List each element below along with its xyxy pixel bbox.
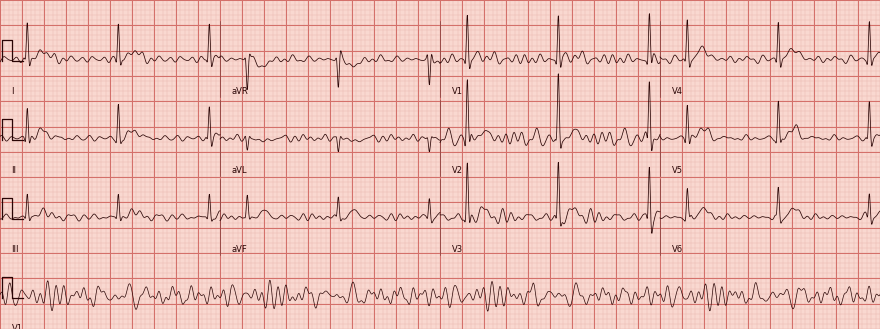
Text: III: III xyxy=(11,245,19,254)
Text: V1: V1 xyxy=(11,324,23,329)
Text: V1: V1 xyxy=(451,87,463,96)
Text: V5: V5 xyxy=(671,166,683,175)
Text: aVR: aVR xyxy=(231,87,248,96)
Text: aVL: aVL xyxy=(231,166,247,175)
Text: V4: V4 xyxy=(671,87,683,96)
Text: V2: V2 xyxy=(451,166,463,175)
Text: V6: V6 xyxy=(671,245,683,254)
Text: I: I xyxy=(11,87,14,96)
Text: aVF: aVF xyxy=(231,245,247,254)
Text: II: II xyxy=(11,166,17,175)
Text: V3: V3 xyxy=(451,245,463,254)
